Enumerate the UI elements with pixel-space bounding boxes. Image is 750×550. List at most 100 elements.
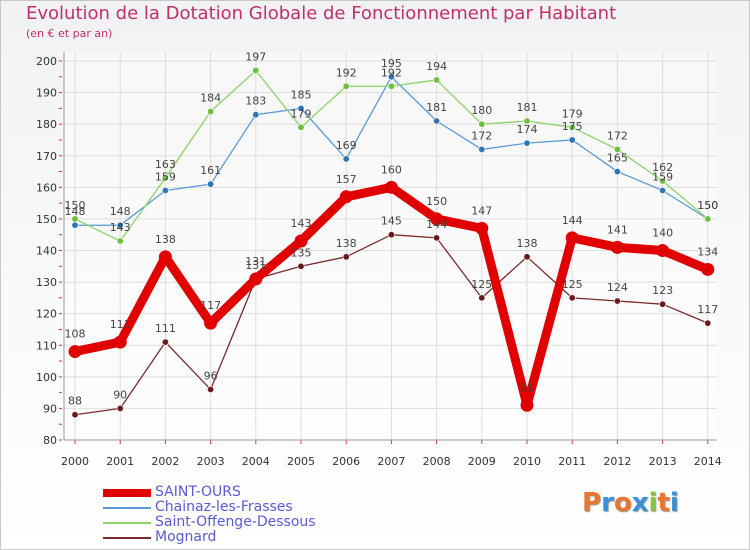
data-point-chainaz-les-frasses xyxy=(342,155,350,163)
y-tick-label: 140 xyxy=(36,245,57,258)
y-tick-label: 170 xyxy=(36,150,57,163)
logo-letter: r xyxy=(601,488,614,518)
x-tick-label: 2007 xyxy=(377,455,405,468)
data-label-chainaz-les-frasses: 195 xyxy=(381,57,402,70)
data-point-saint-offenge-dessous xyxy=(71,215,79,223)
data-point-mognard xyxy=(116,404,124,412)
data-point-mognard xyxy=(387,231,395,239)
data-label-saint-ours: 141 xyxy=(607,223,628,236)
data-point-saint-offenge-dessous xyxy=(387,82,395,90)
data-label-saint-offenge-dessous: 184 xyxy=(200,92,221,105)
data-point-saint-ours xyxy=(475,221,489,235)
data-label-chainaz-les-frasses: 150 xyxy=(697,199,718,212)
data-label-saint-offenge-dessous: 150 xyxy=(65,199,86,212)
data-label-saint-ours: 108 xyxy=(65,328,86,341)
data-point-saint-ours xyxy=(294,234,308,248)
data-point-saint-offenge-dessous xyxy=(252,66,260,74)
data-point-saint-ours xyxy=(384,180,398,194)
data-label-chainaz-les-frasses: 159 xyxy=(155,170,176,183)
y-tick-label: 130 xyxy=(36,276,57,289)
x-tick-label: 2014 xyxy=(694,455,722,468)
y-tick-label: 200 xyxy=(36,55,57,68)
data-point-chainaz-les-frasses xyxy=(116,221,124,229)
data-point-saint-offenge-dessous xyxy=(523,117,531,125)
x-tick-label: 2010 xyxy=(513,455,541,468)
data-label-saint-offenge-dessous: 163 xyxy=(155,158,176,171)
x-tick-label: 2013 xyxy=(649,455,677,468)
data-label-chainaz-les-frasses: 175 xyxy=(562,120,583,133)
data-label-saint-ours: 160 xyxy=(381,163,402,176)
logo-letter: x xyxy=(631,488,649,518)
data-label-mognard: 144 xyxy=(426,218,447,231)
data-point-chainaz-les-frasses xyxy=(659,186,667,194)
legend-swatch-saint-offenge xyxy=(103,522,151,524)
data-point-mognard xyxy=(71,411,79,419)
data-point-chainaz-les-frasses xyxy=(433,117,441,125)
x-tick-label: 2001 xyxy=(106,455,134,468)
proxiti-logo: Proxiti xyxy=(582,488,679,518)
data-label-mognard: 117 xyxy=(697,303,718,316)
data-label-mognard: 138 xyxy=(517,237,538,250)
data-point-saint-ours xyxy=(249,272,263,286)
y-tick-label: 90 xyxy=(43,402,57,415)
chart-title: Evolution de la Dotation Globale de Fonc… xyxy=(26,3,617,24)
data-point-chainaz-les-frasses xyxy=(71,221,79,229)
data-point-mognard xyxy=(659,300,667,308)
data-point-mognard xyxy=(568,294,576,302)
data-label-saint-ours: 150 xyxy=(426,195,447,208)
data-label-saint-ours: 91 xyxy=(520,381,534,394)
data-label-saint-ours: 144 xyxy=(562,214,583,227)
data-point-saint-ours xyxy=(339,190,353,204)
legend-swatch-mognard xyxy=(103,537,151,539)
data-point-saint-ours xyxy=(565,231,579,245)
data-point-saint-offenge-dessous xyxy=(297,123,305,131)
data-label-chainaz-les-frasses: 165 xyxy=(607,152,628,165)
chart-subtitle: (en € et par an) xyxy=(26,27,113,40)
legend-label-saint-offenge: Saint-Offenge-Dessous xyxy=(155,514,316,530)
data-point-saint-ours xyxy=(204,316,218,330)
data-point-chainaz-les-frasses xyxy=(252,111,260,119)
data-point-saint-offenge-dessous xyxy=(116,237,124,245)
x-tick-label: 2009 xyxy=(468,455,496,468)
y-tick-label: 100 xyxy=(36,371,57,384)
x-tick-label: 2002 xyxy=(151,455,179,468)
data-point-saint-ours xyxy=(68,345,82,359)
logo-letter: o xyxy=(613,488,632,518)
data-label-saint-ours: 117 xyxy=(200,299,221,312)
data-point-saint-offenge-dessous xyxy=(161,174,169,182)
data-label-mognard: 125 xyxy=(562,278,583,291)
data-label-saint-ours: 131 xyxy=(245,255,266,268)
data-label-saint-offenge-dessous: 143 xyxy=(110,221,131,234)
data-point-mognard xyxy=(297,262,305,270)
logo-letter: i xyxy=(648,488,658,518)
data-point-chainaz-les-frasses xyxy=(613,168,621,176)
data-label-mognard: 131 xyxy=(245,259,266,272)
data-label-mognard: 135 xyxy=(291,246,312,259)
data-label-saint-ours: 138 xyxy=(155,233,176,246)
data-point-saint-offenge-dessous xyxy=(433,76,441,84)
data-point-saint-offenge-dessous xyxy=(568,123,576,131)
y-tick-label: 150 xyxy=(36,213,57,226)
data-label-saint-ours: 157 xyxy=(336,173,357,186)
data-label-chainaz-les-frasses: 169 xyxy=(336,139,357,152)
data-point-saint-offenge-dessous xyxy=(613,145,621,153)
data-label-saint-offenge-dessous: 192 xyxy=(381,66,402,79)
data-label-chainaz-les-frasses: 172 xyxy=(471,129,492,142)
data-label-chainaz-les-frasses: 161 xyxy=(200,164,221,177)
data-label-saint-offenge-dessous: 194 xyxy=(426,60,447,73)
y-tick-label: 180 xyxy=(36,118,57,131)
data-point-saint-ours xyxy=(113,335,127,349)
legend-swatch-saint-ours xyxy=(103,489,151,497)
data-point-saint-offenge-dessous xyxy=(207,108,215,116)
y-tick-label: 120 xyxy=(36,308,57,321)
x-tick-label: 2003 xyxy=(197,455,225,468)
data-label-chainaz-les-frasses: 148 xyxy=(65,205,86,218)
legend-label-chainaz: Chainaz-les-Frasses xyxy=(155,499,293,515)
data-point-mognard xyxy=(613,297,621,305)
data-label-saint-offenge-dessous: 162 xyxy=(652,161,673,174)
x-tick-label: 2000 xyxy=(61,455,89,468)
legend-swatch-chainaz xyxy=(103,507,151,509)
data-point-mognard xyxy=(523,253,531,261)
data-point-saint-ours xyxy=(158,250,172,264)
